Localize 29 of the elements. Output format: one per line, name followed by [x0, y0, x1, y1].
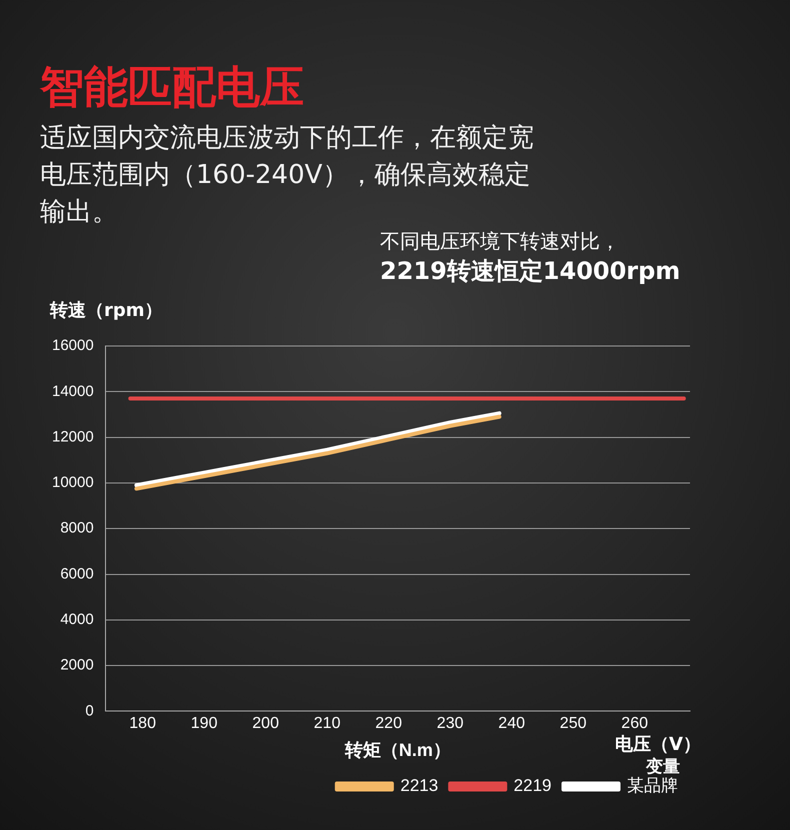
text: 2219转速恒定14000rpm: [380, 256, 680, 287]
legend-label: 2219: [514, 776, 552, 796]
y-tick-label: 14000: [52, 382, 94, 400]
x-tick-label: 250: [560, 715, 587, 732]
text: 电压（V）: [615, 733, 701, 756]
y-tick-label: 12000: [52, 428, 94, 446]
x-tick-label: 200: [252, 715, 280, 732]
legend-title: 变量: [646, 756, 680, 777]
y-tick-label: 4000: [60, 611, 94, 628]
x-axis-title: 转矩（N.m）: [344, 740, 451, 760]
x-tick-label: 210: [314, 715, 341, 732]
y-tick-label: 6000: [60, 565, 94, 582]
y-tick-label: 8000: [60, 520, 94, 537]
y-tick-label: 0: [85, 702, 94, 720]
legend-label: 2213: [400, 776, 438, 796]
x-tick-label: 190: [190, 715, 218, 732]
chart-subtitle: 适应国内交流电压波动下的工作，在额定宽电压范围内（160-240V），确保高效稳定输出。: [40, 123, 534, 227]
x-tick-label: 260: [621, 715, 648, 732]
y-tick-label: 16000: [52, 337, 94, 354]
y-tick-label: 10000: [52, 474, 94, 492]
legend-label: 某品牌: [627, 776, 678, 796]
text: 不同电压环境下转速对比，: [380, 228, 620, 255]
x-tick-label: 240: [498, 715, 526, 732]
x-tick-label: 180: [129, 715, 156, 732]
x-tick-label: 230: [436, 715, 464, 732]
x-tick-label: 220: [375, 715, 402, 732]
y-axis-title: 转速（rpm）: [50, 299, 163, 322]
y-tick-label: 2000: [60, 656, 94, 674]
chart-title: 智能匹配电压: [40, 61, 304, 115]
